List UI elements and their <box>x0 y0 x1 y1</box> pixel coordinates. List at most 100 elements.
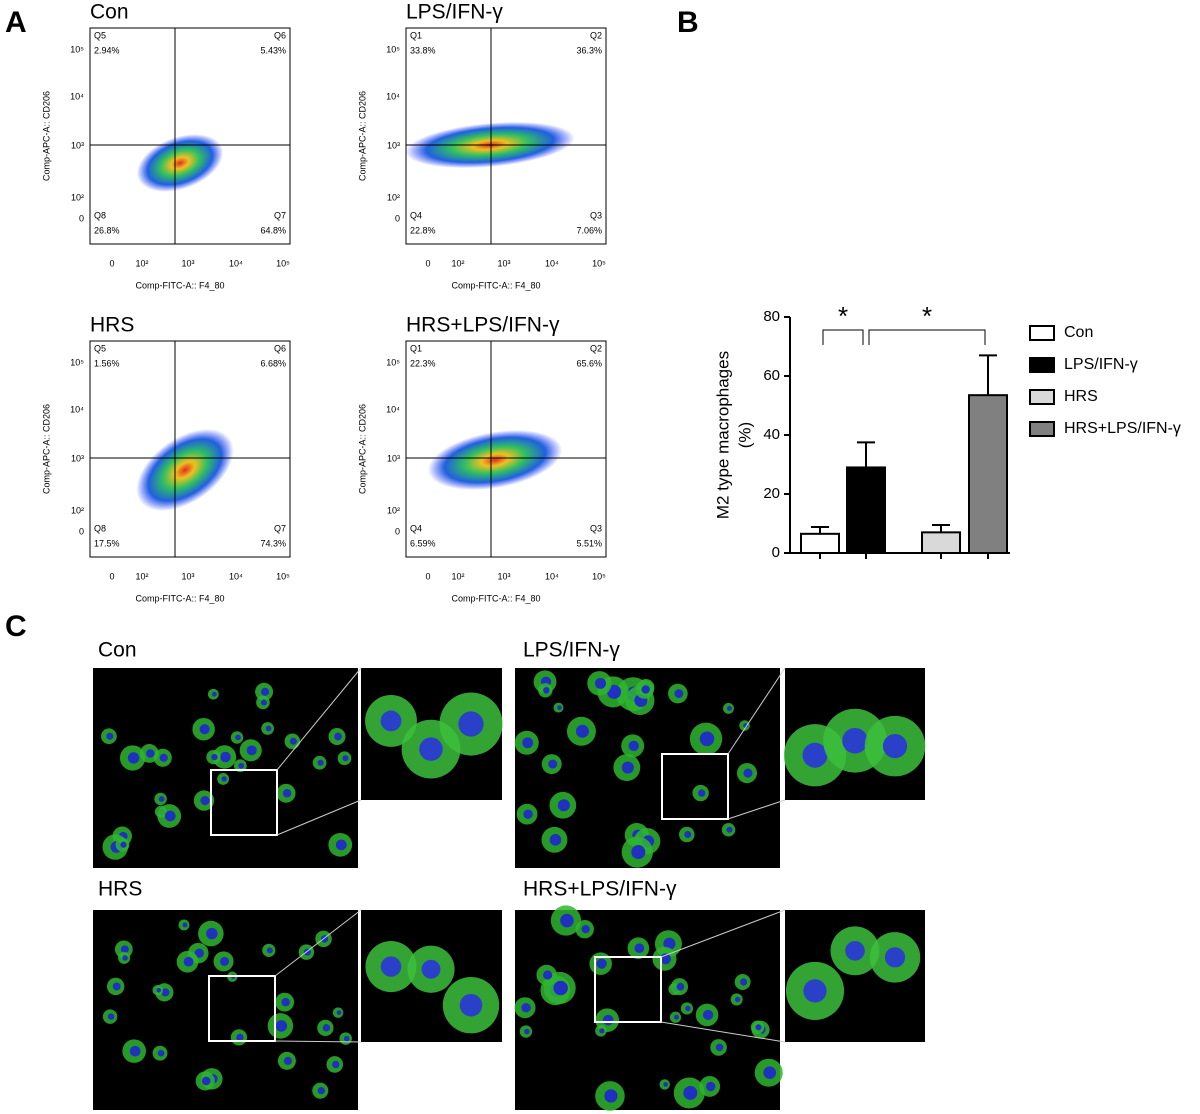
y-axis-label: Comp-APC-A:: CD206 <box>41 404 51 494</box>
flow-title: HRS+LPS/IFN-γ <box>406 314 560 337</box>
zoom-box <box>208 975 276 1042</box>
nucleus <box>289 737 297 745</box>
nucleus <box>238 762 245 769</box>
y-tick-label: 10³ <box>387 453 400 463</box>
y-axis-label: Comp-APC-A:: CD206 <box>357 91 367 181</box>
y-tick-label: 10² <box>387 505 400 515</box>
x-tick-label: 10⁵ <box>592 571 606 581</box>
quadrant-name: Q4 <box>410 523 422 533</box>
zoom-line <box>727 799 786 820</box>
nucleus <box>557 799 570 812</box>
quadrant-percent: 17.5% <box>94 538 120 548</box>
nucleus <box>683 1085 698 1100</box>
nucleus <box>548 759 558 769</box>
y-tick-label: 10² <box>71 505 84 515</box>
nucleus <box>560 913 574 928</box>
nucleus <box>336 1010 342 1015</box>
y-tick-label: 10⁴ <box>70 404 84 414</box>
zoom-box <box>594 956 662 1023</box>
micrograph <box>93 910 358 1110</box>
density-cloud <box>136 134 224 192</box>
legend-label: Con <box>1064 324 1093 341</box>
nucleus <box>164 810 176 822</box>
plot-frame <box>89 27 291 245</box>
nucleus <box>604 1089 618 1103</box>
nucleus <box>183 956 194 967</box>
nucleus <box>158 796 165 802</box>
nucleus <box>106 732 114 740</box>
y-tick-label: 0 <box>79 526 84 536</box>
nucleus <box>755 1024 762 1031</box>
x-tick-label: 10⁴ <box>229 258 243 268</box>
quadrant-name: Q8 <box>94 523 106 533</box>
y-tick-label: 0 <box>395 526 400 536</box>
plot-frame <box>405 340 607 558</box>
y-tick-label: 10² <box>71 192 84 202</box>
x-tick-label: 0 <box>425 258 430 268</box>
nucleus <box>706 1081 716 1092</box>
panel-label: A <box>5 6 27 39</box>
legend-label: HRS <box>1064 388 1098 405</box>
legend-swatch <box>1029 357 1055 373</box>
nucleus <box>663 1082 669 1087</box>
x-tick-label: 10² <box>135 571 148 581</box>
x-axis-label: Comp-FITC-A:: F4_80 <box>135 593 224 603</box>
y-tick-label: 80 <box>763 308 780 325</box>
plot-frame <box>405 27 607 245</box>
nucleus <box>803 979 827 1003</box>
y-tick-label: 60 <box>763 367 780 384</box>
x-tick-label: 10³ <box>181 258 194 268</box>
nucleus <box>673 1014 680 1020</box>
bar <box>968 394 1008 554</box>
nucleus <box>335 839 347 851</box>
quadrant-percent: 1.56% <box>94 358 120 368</box>
sig-bracket <box>868 329 986 345</box>
micrograph <box>515 910 780 1110</box>
quadrant-percent: 64.8% <box>260 225 286 235</box>
density-cloud <box>427 430 563 490</box>
nucleus <box>206 927 218 940</box>
quadrant-percent: 74.3% <box>260 538 286 548</box>
nucleus <box>543 687 550 694</box>
nucleus <box>342 755 349 762</box>
y-tick-label: 10³ <box>71 140 84 150</box>
nucleus <box>380 710 402 732</box>
legend-swatch <box>1029 325 1055 341</box>
nucleus <box>199 724 210 735</box>
nucleus <box>201 1076 211 1086</box>
nucleus <box>260 699 267 706</box>
quadrant-percent: 22.3% <box>410 358 436 368</box>
nucleus <box>596 958 607 969</box>
y-axis-label: Comp-APC-A:: CD206 <box>41 91 51 181</box>
nucleus <box>317 1087 325 1095</box>
nucleus <box>882 733 908 759</box>
nucleus <box>734 996 741 1003</box>
nucleus <box>129 1045 141 1057</box>
nucleus <box>743 768 753 778</box>
nucleus <box>842 727 868 754</box>
zoom-line <box>660 1021 786 1043</box>
flow-title: LPS/IFN-γ <box>406 1 503 24</box>
x-tick-label: 10² <box>135 258 148 268</box>
nucleus <box>157 1049 165 1057</box>
nucleus <box>275 1020 288 1032</box>
nucleus <box>246 745 257 756</box>
nucleus <box>581 925 590 934</box>
quadrant-name: Q5 <box>94 30 106 40</box>
x-tick-label: 0 <box>425 571 430 581</box>
nucleus <box>522 737 534 749</box>
x-tick-label: 10⁵ <box>592 258 606 268</box>
quadrant-name: Q3 <box>590 210 602 220</box>
y-tick-label: 10⁴ <box>386 404 400 414</box>
nucleus <box>220 956 230 966</box>
micrograph-title: HRS+LPS/IFN-γ <box>523 878 677 901</box>
quadrant-name: Q7 <box>274 523 286 533</box>
x-tick-label: 10² <box>451 571 464 581</box>
nucleus <box>726 826 733 833</box>
sig-star: * <box>922 301 932 331</box>
quadrant-name: Q2 <box>590 30 602 40</box>
nucleus <box>419 737 443 761</box>
y-axis-label: Comp-APC-A:: CD206 <box>357 404 367 494</box>
nucleus <box>317 759 324 766</box>
